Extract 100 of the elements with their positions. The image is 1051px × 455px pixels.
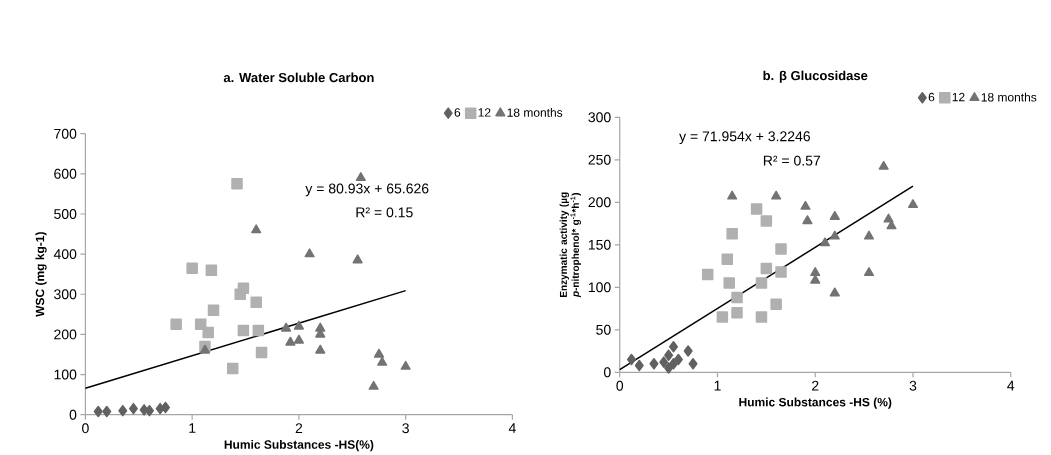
x-axis-title: Humic Substances -HS(%) xyxy=(224,440,374,452)
point xyxy=(726,228,738,240)
point xyxy=(688,358,698,370)
annotation: y = 80.93x + 65.626 xyxy=(305,183,429,197)
point xyxy=(750,203,763,216)
point xyxy=(771,190,782,200)
annotation: R² = 0.57 xyxy=(763,155,821,166)
y-tick-label: 700 xyxy=(54,128,77,139)
point xyxy=(293,334,304,344)
point xyxy=(673,354,683,366)
point xyxy=(202,326,214,339)
point xyxy=(128,403,138,415)
point xyxy=(802,215,813,225)
point xyxy=(723,277,735,290)
point xyxy=(829,230,840,240)
point xyxy=(721,253,734,266)
y-tick-label: 300 xyxy=(54,289,77,300)
point xyxy=(863,267,875,277)
legend-label: 18 months xyxy=(507,108,563,118)
point xyxy=(102,405,112,418)
point xyxy=(626,354,636,366)
y-tick-label: 250 xyxy=(588,155,611,165)
point xyxy=(775,243,787,256)
point xyxy=(304,248,315,258)
x-tick-label: 3 xyxy=(909,381,917,391)
y-tick-label: 0 xyxy=(69,409,77,420)
legend-label: 12 xyxy=(952,93,965,102)
point xyxy=(170,318,182,331)
point xyxy=(293,320,304,330)
point xyxy=(755,277,768,290)
point xyxy=(186,262,198,275)
x-tick-label: 4 xyxy=(1007,381,1015,391)
point xyxy=(649,358,659,370)
point xyxy=(205,264,218,277)
y-tick-label: 200 xyxy=(588,197,611,208)
y-tick-label: 600 xyxy=(54,169,77,180)
y-tick-label: 500 xyxy=(54,209,77,220)
x-tick-label: 2 xyxy=(812,381,819,391)
point xyxy=(118,405,128,417)
point xyxy=(634,359,644,372)
point xyxy=(285,336,296,346)
y-axis-title: WSC (mg kg-1) xyxy=(35,232,47,318)
point xyxy=(199,344,211,354)
point xyxy=(373,348,385,358)
point xyxy=(883,213,894,223)
point xyxy=(664,362,674,375)
annotation: R² = 0.15 xyxy=(356,207,413,218)
point xyxy=(368,381,379,391)
point xyxy=(377,356,388,366)
point xyxy=(863,230,875,240)
point xyxy=(281,322,292,332)
y-tick-label: 100 xyxy=(54,369,77,380)
x-tick-label: 3 xyxy=(402,423,409,434)
legend-label: 18 months xyxy=(981,92,1037,102)
point xyxy=(226,363,239,375)
legend-label: 6 xyxy=(454,108,461,117)
y-tick-label: 400 xyxy=(53,249,77,260)
point xyxy=(252,324,265,337)
point xyxy=(800,201,811,211)
x-tick-label: 0 xyxy=(616,381,624,391)
x-tick-label: 1 xyxy=(189,423,196,434)
point xyxy=(775,266,787,278)
point xyxy=(819,237,831,247)
point xyxy=(659,356,669,369)
point xyxy=(760,263,773,275)
point xyxy=(829,287,840,297)
annotation: y = 71.954x + 3.2246 xyxy=(679,131,810,145)
point xyxy=(701,269,714,281)
point xyxy=(255,346,268,359)
y-tick-label: 200 xyxy=(54,329,77,340)
point xyxy=(250,296,262,309)
point xyxy=(907,199,919,209)
x-tick-label: 4 xyxy=(508,423,516,434)
y-tick-label: 0 xyxy=(603,367,611,378)
point xyxy=(315,344,326,354)
point xyxy=(829,211,840,221)
x-tick-label: 2 xyxy=(295,423,303,434)
x-tick-label: 0 xyxy=(82,423,89,434)
y-tick-label: 50 xyxy=(596,325,611,335)
point xyxy=(731,307,743,319)
point xyxy=(669,341,678,353)
point xyxy=(810,267,821,277)
legend-label: 6 xyxy=(928,93,935,102)
point xyxy=(664,349,674,362)
chart-title: b. β Glucosidase xyxy=(763,70,868,83)
point xyxy=(727,190,738,200)
point xyxy=(355,172,366,182)
x-axis-title: Humic Substances -HS (%) xyxy=(739,397,892,410)
point xyxy=(207,304,220,317)
point xyxy=(770,298,782,311)
point xyxy=(251,224,262,234)
point xyxy=(231,178,243,190)
point xyxy=(878,161,889,171)
point xyxy=(237,282,250,295)
point xyxy=(760,215,773,227)
y-tick-label: 300 xyxy=(588,112,611,123)
point xyxy=(716,311,729,324)
point xyxy=(400,361,411,370)
point xyxy=(731,291,743,304)
x-tick-label: 1 xyxy=(714,381,721,391)
